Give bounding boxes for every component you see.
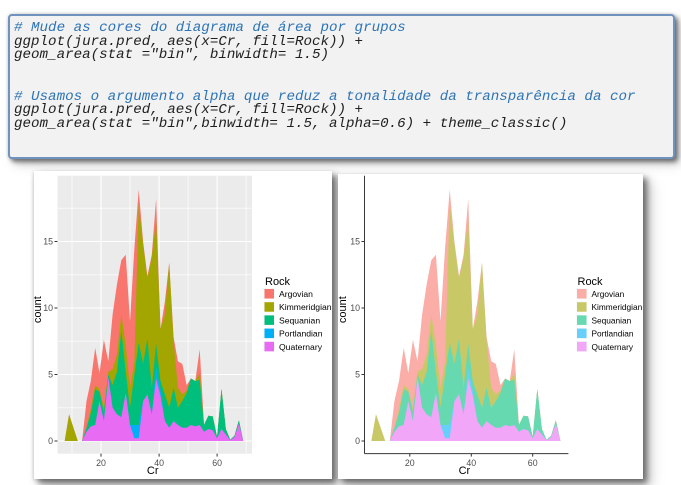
svg-text:15: 15 [43, 237, 53, 247]
svg-text:Kimmeridgian: Kimmeridgian [279, 302, 332, 312]
svg-text:Quaternary: Quaternary [279, 342, 323, 352]
svg-text:0: 0 [48, 436, 53, 446]
svg-text:Rock: Rock [578, 276, 604, 288]
svg-text:Cr: Cr [147, 465, 159, 477]
svg-text:40: 40 [154, 458, 164, 468]
svg-text:Kimmeridgian: Kimmeridgian [592, 302, 643, 312]
svg-text:Portlandian: Portlandian [279, 329, 323, 339]
svg-text:count: count [338, 296, 349, 323]
svg-text:60: 60 [212, 458, 222, 468]
svg-text:10: 10 [43, 303, 53, 313]
svg-text:Quaternary: Quaternary [592, 342, 634, 352]
svg-text:Cr: Cr [459, 465, 471, 477]
svg-text:Rock: Rock [265, 276, 291, 288]
svg-text:Sequanian: Sequanian [279, 315, 320, 325]
svg-text:0: 0 [355, 436, 360, 446]
svg-text:40: 40 [466, 458, 476, 468]
svg-text:Argovian: Argovian [279, 289, 313, 299]
svg-text:20: 20 [96, 458, 106, 468]
svg-text:15: 15 [350, 237, 360, 247]
svg-text:Portlandian: Portlandian [592, 329, 634, 339]
svg-text:60: 60 [528, 458, 538, 468]
svg-text:count: count [34, 296, 44, 323]
svg-text:Argovian: Argovian [592, 289, 625, 299]
svg-text:5: 5 [355, 370, 360, 380]
svg-text:20: 20 [405, 458, 415, 468]
svg-text:5: 5 [48, 370, 53, 380]
svg-text:10: 10 [350, 303, 360, 313]
svg-text:Sequanian: Sequanian [592, 315, 632, 325]
